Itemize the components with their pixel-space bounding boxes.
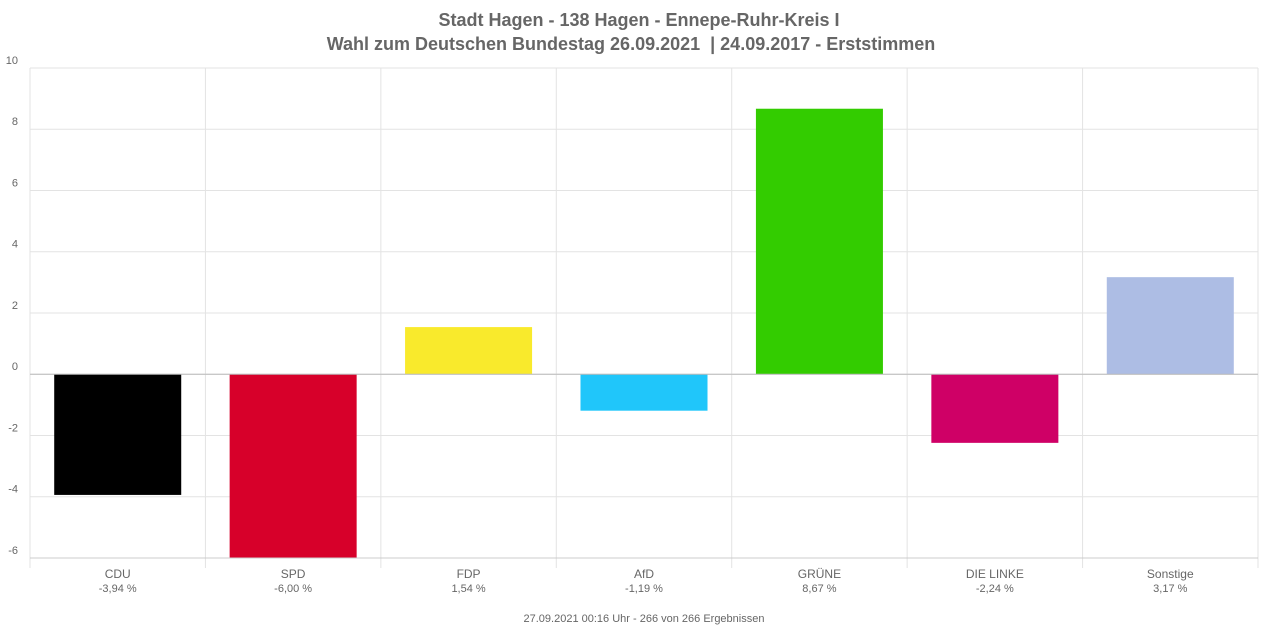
y-tick-label: -2 — [8, 422, 18, 434]
bar — [580, 374, 708, 411]
x-tick-label: CDU — [105, 567, 131, 581]
y-tick-label: 10 — [6, 55, 18, 67]
x-tick-label: DIE LINKE — [966, 567, 1024, 581]
x-tick-label: SPD — [281, 567, 306, 581]
y-tick-label: 8 — [12, 116, 18, 128]
value-label: -6,00 % — [274, 583, 312, 595]
y-tick-label: -6 — [8, 545, 18, 557]
value-label: 3,17 % — [1153, 583, 1187, 595]
bar — [405, 327, 533, 375]
x-tick-label: Sonstige — [1147, 567, 1194, 581]
value-label: -1,19 % — [625, 583, 663, 595]
y-tick-label: -4 — [8, 484, 18, 496]
value-label: -3,94 % — [99, 583, 137, 595]
bar — [755, 108, 883, 375]
x-tick-label: GRÜNE — [798, 567, 841, 581]
footer: 27.09.2021 00:16 Uhr - 266 von 266 Ergeb… — [524, 613, 765, 625]
value-label: 1,54 % — [451, 583, 485, 595]
bar — [54, 374, 182, 495]
bar — [1106, 277, 1234, 375]
value-label: 8,67 % — [802, 583, 836, 595]
bar — [229, 374, 357, 558]
x-tick-label: AfD — [634, 567, 654, 581]
x-tick-label: FDP — [457, 567, 481, 581]
y-tick-label: 0 — [12, 361, 18, 373]
y-tick-label: 4 — [12, 239, 18, 251]
y-tick-label: 2 — [12, 300, 18, 312]
y-tick-label: 6 — [12, 177, 18, 189]
chart-subtitle: Wahl zum Deutschen Bundestag 26.09.2021 … — [327, 34, 936, 54]
value-label: -2,24 % — [976, 583, 1014, 595]
bar — [931, 374, 1059, 443]
chart-title: Stadt Hagen - 138 Hagen - Ennepe-Ruhr-Kr… — [438, 10, 839, 30]
